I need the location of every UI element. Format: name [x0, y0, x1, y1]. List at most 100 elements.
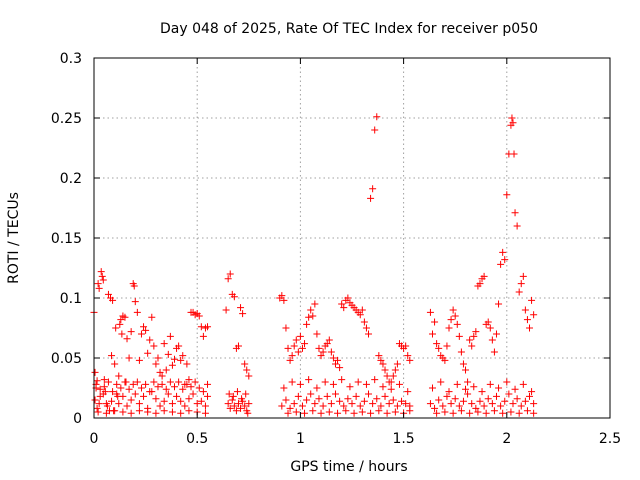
data-point	[125, 354, 133, 362]
data-point	[201, 409, 209, 417]
x-tick-label: 1	[296, 431, 305, 447]
data-point	[321, 378, 329, 386]
data-point	[439, 402, 447, 410]
data-point	[228, 396, 236, 404]
data-point	[476, 280, 484, 288]
data-point	[135, 400, 143, 408]
data-point	[199, 332, 207, 340]
data-point	[96, 385, 104, 393]
data-point	[350, 409, 358, 417]
axes: 0 0.5 1 1.5 2 2.5 0 0.05 0.1 0.15 0.2 0.25 0.3	[51, 51, 621, 447]
data-point	[113, 380, 121, 388]
data-point	[319, 348, 327, 356]
data-point	[377, 356, 385, 364]
data-point	[474, 408, 482, 416]
data-point	[373, 395, 381, 403]
data-point	[455, 402, 463, 410]
data-point	[462, 366, 470, 374]
data-point	[369, 185, 377, 193]
data-point	[356, 311, 364, 319]
data-point	[99, 390, 107, 398]
data-point	[131, 390, 139, 398]
data-point	[379, 360, 387, 368]
data-point	[129, 380, 137, 388]
data-point	[383, 409, 391, 417]
data-point	[187, 383, 195, 391]
data-point	[490, 407, 498, 415]
data-point	[336, 364, 344, 372]
data-point	[517, 402, 525, 410]
data-point	[484, 395, 492, 403]
data-point	[278, 402, 286, 410]
data-point	[466, 409, 474, 417]
x-axis-label: GPS time / hours	[290, 459, 407, 475]
data-point	[466, 336, 474, 344]
data-point	[334, 356, 342, 364]
data-point	[503, 191, 511, 199]
data-point	[140, 392, 148, 400]
data-point	[224, 400, 232, 408]
data-point	[121, 313, 129, 321]
data-point	[323, 392, 331, 400]
data-point	[146, 388, 154, 396]
data-point	[111, 360, 119, 368]
data-point	[199, 388, 207, 396]
data-point	[472, 328, 480, 336]
data-point	[290, 400, 298, 408]
data-point	[245, 372, 253, 380]
data-point	[222, 306, 230, 314]
data-point	[301, 409, 309, 417]
data-point	[189, 390, 197, 398]
data-point	[292, 336, 300, 344]
data-point	[381, 392, 389, 400]
data-point	[243, 366, 251, 374]
data-point	[360, 318, 368, 326]
data-point	[183, 380, 191, 388]
data-point	[344, 395, 352, 403]
data-point	[387, 378, 395, 386]
data-point	[509, 400, 517, 408]
data-point	[185, 407, 193, 415]
data-point	[354, 378, 362, 386]
data-point	[95, 284, 103, 292]
data-point	[445, 324, 453, 332]
data-point	[100, 376, 108, 384]
data-point	[503, 378, 511, 386]
data-point	[97, 268, 105, 276]
grid-lines	[94, 58, 610, 418]
data-point	[179, 385, 187, 393]
data-point	[371, 126, 379, 134]
data-point	[137, 384, 145, 392]
data-point	[519, 380, 527, 388]
data-point	[362, 380, 370, 388]
data-point	[445, 388, 453, 396]
data-point	[515, 409, 523, 417]
data-point	[284, 409, 292, 417]
data-point	[197, 397, 205, 405]
data-point	[119, 392, 127, 400]
data-point	[526, 324, 534, 332]
data-point	[142, 380, 150, 388]
data-point	[480, 402, 488, 410]
data-point	[104, 378, 112, 386]
data-point	[137, 330, 145, 338]
data-point	[99, 276, 107, 284]
data-point	[457, 407, 465, 415]
data-point	[242, 390, 250, 398]
data-point	[497, 402, 505, 410]
data-point	[441, 408, 449, 416]
data-point	[282, 324, 290, 332]
data-point	[387, 385, 395, 393]
data-point	[528, 388, 536, 396]
data-point	[115, 400, 123, 408]
data-point	[348, 400, 356, 408]
data-point	[433, 340, 441, 348]
data-point	[426, 308, 434, 316]
data-point	[327, 400, 335, 408]
x-tick-label: 0	[90, 431, 99, 447]
data-point	[383, 372, 391, 380]
data-point	[428, 384, 436, 392]
data-point	[168, 361, 176, 369]
data-point	[329, 380, 337, 388]
chart-title: Day 048 of 2025, Rate Of TEC Index for r…	[160, 21, 538, 37]
